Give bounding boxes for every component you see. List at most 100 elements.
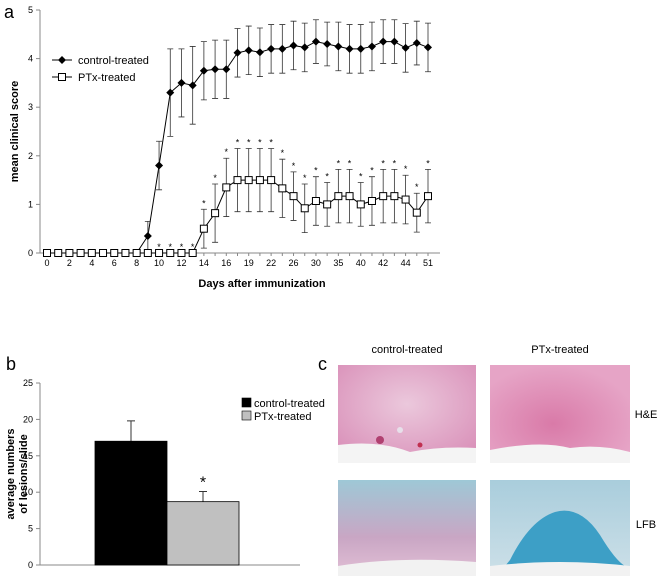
significance-mark: *: [180, 242, 184, 252]
panel-label: a: [4, 2, 15, 22]
y-tick-label: 2: [28, 151, 33, 161]
x-tick-label: 4: [89, 258, 94, 268]
marker: [58, 56, 66, 64]
significance-mark: *: [247, 138, 251, 148]
x-tick-label: 26: [289, 258, 299, 268]
bar: [166, 501, 240, 566]
marker: [233, 176, 242, 185]
significance-mark: *: [200, 474, 206, 491]
legend-label: PTx-treated: [254, 411, 311, 423]
marker: [222, 183, 231, 192]
x-tick-label: 14: [199, 258, 209, 268]
x-tick-label: 12: [176, 258, 186, 268]
x-tick-label: 10: [154, 258, 164, 268]
legend-swatch: [241, 410, 252, 421]
x-tick-label: 30: [311, 258, 321, 268]
marker: [54, 249, 63, 257]
marker: [222, 65, 231, 74]
x-tick-label: 35: [333, 258, 343, 268]
panel-label: c: [318, 354, 327, 374]
x-tick-label: 19: [244, 258, 254, 268]
marker: [121, 249, 130, 257]
marker: [58, 73, 66, 81]
significance-mark: *: [359, 172, 363, 182]
marker: [110, 249, 119, 257]
y-tick-label: 4: [28, 54, 33, 64]
error-bar: [199, 490, 207, 502]
marker: [143, 231, 152, 240]
panel-label: b: [6, 354, 16, 374]
marker: [356, 200, 365, 209]
row-title: LFB: [636, 519, 656, 531]
marker: [334, 192, 343, 201]
marker: [87, 249, 96, 257]
y-tick-label: 1: [28, 199, 33, 209]
y-tick-label: 0: [28, 560, 33, 570]
marker: [188, 81, 197, 90]
marker: [390, 37, 399, 46]
x-tick-label: 44: [401, 258, 411, 268]
marker: [76, 249, 85, 257]
marker: [166, 88, 175, 97]
x-tick-label: 42: [378, 258, 388, 268]
marker: [323, 40, 332, 49]
significance-mark: *: [269, 138, 273, 148]
marker: [311, 196, 320, 205]
x-tick-label: 16: [221, 258, 231, 268]
significance-mark: *: [415, 182, 419, 192]
marker: [211, 209, 220, 218]
marker: [412, 39, 421, 48]
marker: [132, 249, 141, 257]
x-tick-label: 8: [134, 258, 139, 268]
marker: [334, 42, 343, 51]
y-tick-label: 5: [28, 524, 33, 534]
marker: [367, 196, 376, 205]
marker: [177, 78, 186, 87]
legend-label: PTx-treated: [78, 72, 135, 84]
marker: [300, 204, 309, 213]
marker: [99, 249, 108, 257]
y-tick-label: 20: [23, 414, 33, 424]
x-axis-label: Days after immunization: [198, 278, 325, 290]
significance-mark: *: [202, 198, 206, 208]
significance-mark: *: [236, 138, 240, 148]
significance-mark: *: [281, 148, 285, 158]
marker: [311, 37, 320, 46]
significance-mark: *: [381, 158, 385, 168]
x-tick-label: 22: [266, 258, 276, 268]
marker: [143, 249, 152, 257]
error-bar: [127, 420, 135, 442]
significance-mark: *: [191, 242, 195, 252]
y-tick-label: 5: [28, 5, 33, 15]
x-tick-label: 6: [112, 258, 117, 268]
legend-swatch: [241, 397, 252, 408]
marker: [367, 42, 376, 51]
column-title: control-treated: [372, 344, 443, 356]
y-tick-label: 25: [23, 378, 33, 388]
bar: [94, 440, 168, 566]
y-tick-label: 3: [28, 102, 33, 112]
histology-images: [338, 365, 630, 576]
legend-label: control-treated: [254, 398, 325, 410]
y-tick-label: 15: [23, 451, 33, 461]
marker: [199, 224, 208, 233]
marker: [278, 184, 287, 193]
column-title: PTx-treated: [531, 344, 588, 356]
x-tick-label: 51: [423, 258, 433, 268]
row-title: H&E: [635, 409, 658, 421]
significance-mark: *: [225, 147, 229, 157]
significance-mark: *: [370, 166, 374, 176]
marker: [43, 249, 51, 257]
significance-mark: *: [426, 158, 430, 168]
significance-mark: *: [348, 158, 352, 168]
marker: [255, 48, 264, 57]
marker: [199, 66, 208, 75]
y-axis-label: average numbers: [5, 428, 17, 519]
marker: [379, 37, 388, 46]
marker: [267, 44, 276, 53]
significance-mark: *: [393, 158, 397, 168]
marker: [278, 44, 287, 53]
significance-mark: *: [258, 138, 262, 148]
significance-mark: *: [404, 164, 408, 174]
